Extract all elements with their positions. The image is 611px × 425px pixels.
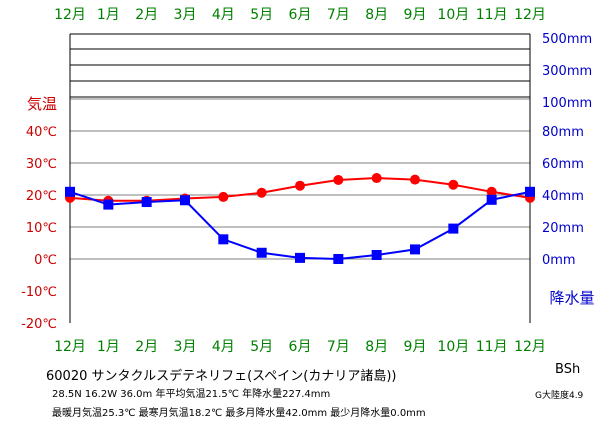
precipitation-point: [218, 234, 229, 245]
month-label-bottom: 5月: [250, 339, 273, 355]
temperature-point: [448, 179, 459, 190]
precipitation-tick-label: 500mm: [542, 32, 592, 47]
month-label-bottom: 10月: [437, 339, 469, 355]
temperature-point: [333, 174, 344, 185]
precipitation-tick-label: 300mm: [542, 64, 592, 79]
month-label-top: 5月: [250, 7, 273, 23]
vertical-gridlines: [69, 34, 531, 323]
temperature-point: [218, 191, 229, 202]
temperature-tick-label: -20℃: [21, 317, 57, 332]
precipitation-point: [448, 223, 459, 234]
precipitation-line: [69, 190, 531, 261]
horizontal-gridlines: [70, 33, 530, 260]
bottom-month-labels: 12月 1月 2月 3月 4月 5月 6月 7月 8月 9月 10月 11月 12月: [54, 339, 546, 355]
month-label-top: 1月: [97, 7, 120, 23]
precipitation-point: [103, 199, 114, 210]
precipitation-point: [410, 244, 420, 255]
month-label-top: 11月: [476, 7, 508, 23]
precipitation-point: [180, 195, 190, 206]
precipitation-axis: 500mm 300mm 100mm 80mm 60mm 40mm 20mm 0mm 降水量: [542, 32, 595, 307]
temperature-series: [65, 173, 535, 206]
month-label-bottom: 2月: [135, 339, 158, 355]
temperature-point: [295, 180, 305, 191]
temperature-point: [486, 186, 497, 197]
continentality-index: G大陸度4.9: [535, 391, 584, 401]
month-label-top: 12月: [514, 7, 546, 23]
temperature-point: [256, 187, 267, 198]
precipitation-point: [141, 197, 152, 208]
climate-classification: BSh: [555, 362, 581, 377]
temperature-point: [371, 173, 382, 184]
month-label-bottom: 11月: [476, 339, 508, 355]
temperature-tick-label: 20℃: [26, 189, 57, 204]
month-label-bottom: 8月: [365, 339, 388, 355]
month-label-bottom: 1月: [97, 339, 120, 355]
precipitation-tick-label: 20mm: [542, 221, 584, 236]
temperature-tick-label: 40℃: [26, 125, 57, 140]
month-label-top: 3月: [174, 7, 197, 23]
month-label-top: 7月: [327, 7, 350, 23]
precipitation-point: [256, 247, 267, 258]
precipitation-point: [525, 186, 535, 197]
temperature-tick-label: 0℃: [34, 253, 57, 268]
month-label-top: 4月: [212, 7, 235, 23]
month-label-bottom: 7月: [327, 339, 350, 355]
precipitation-tick-label: 0mm: [542, 253, 576, 268]
month-label-bottom: 12月: [54, 339, 86, 355]
precipitation-point: [486, 194, 497, 205]
temperature-axis: 気温 40℃ 30℃ 20℃ 10℃ 0℃ -10℃ -20℃: [21, 95, 57, 332]
precipitation-point: [65, 186, 75, 197]
precipitation-tick-label: 40mm: [542, 189, 584, 204]
temperature-tick-label: -10℃: [21, 285, 57, 300]
month-label-bottom: 6月: [289, 339, 312, 355]
precipitation-tick-label: 60mm: [542, 157, 584, 172]
precipitation-tick-label: 100mm: [542, 96, 592, 111]
top-month-labels: 12月 1月 2月 3月 4月 5月 6月 7月 8月 9月 10月 11月 12月: [54, 7, 546, 23]
temperature-axis-title: 気温: [27, 95, 57, 113]
month-label-top: 10月: [437, 7, 469, 23]
month-label-top: 6月: [289, 7, 312, 23]
temperature-point: [410, 174, 420, 185]
station-summary-line2: 最暖月気温25.3℃ 最寒月気温18.2℃ 最多月降水量42.0mm 最少月降水…: [52, 408, 426, 419]
precipitation-point: [333, 254, 344, 264]
precipitation-point: [371, 250, 382, 260]
month-label-top: 12月: [54, 7, 86, 23]
month-label-bottom: 3月: [174, 339, 197, 355]
precipitation-point: [295, 252, 305, 263]
month-label-top: 9月: [404, 7, 427, 23]
precipitation-tick-label: 80mm: [542, 125, 584, 140]
month-label-bottom: 9月: [404, 339, 427, 355]
precipitation-axis-title: 降水量: [549, 289, 594, 307]
precipitation-series: [65, 186, 535, 264]
station-summary-line1: 28.5N 16.2W 36.0m 年平均気温21.5℃ 年降水量227.4mm: [52, 389, 331, 400]
month-label-bottom: 4月: [212, 339, 235, 355]
temperature-tick-label: 30℃: [26, 157, 57, 172]
month-label-top: 2月: [135, 7, 158, 23]
temperature-tick-label: 10℃: [26, 221, 57, 236]
month-label-top: 8月: [365, 7, 388, 23]
month-label-bottom: 12月: [514, 339, 546, 355]
station-title: 60020 サンタクルスデテネリフェ(スペイン(カナリア諸島)): [46, 369, 397, 384]
